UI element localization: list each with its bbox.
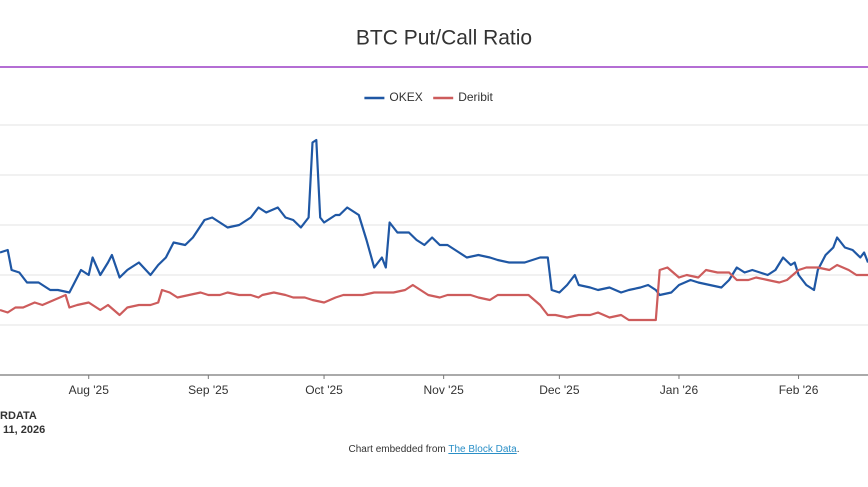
legend-label: Deribit (458, 90, 493, 104)
footer-prefix: Chart embedded from (348, 444, 448, 455)
footer-link[interactable]: The Block Data (448, 444, 517, 455)
x-tick-label: Aug '25 (69, 383, 110, 397)
legend-label: OKEX (389, 90, 422, 104)
date-label: 11, 2026 (3, 424, 45, 436)
x-tick-label: Oct '25 (305, 383, 343, 397)
x-tick-label: Jan '26 (660, 383, 699, 397)
chart-title: BTC Put/Call Ratio (356, 27, 532, 50)
series-line (0, 263, 868, 322)
series-line (0, 138, 868, 297)
footer: Chart embedded from The Block Data. (348, 444, 519, 455)
x-tick-label: Nov '25 (423, 383, 464, 397)
footer-suffix: . (517, 444, 520, 455)
x-tick-label: Feb '26 (779, 383, 819, 397)
source-label: RDATA (0, 410, 37, 422)
x-tick-label: Dec '25 (539, 383, 580, 397)
x-tick-label: Sep '25 (188, 383, 229, 397)
